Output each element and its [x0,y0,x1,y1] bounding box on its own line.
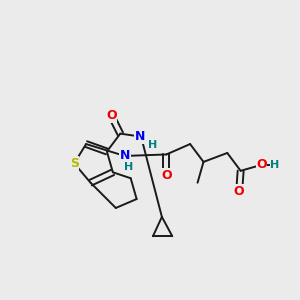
Text: H: H [148,140,157,150]
Text: O: O [161,169,172,182]
Text: H: H [270,160,280,170]
Text: N: N [134,130,145,143]
Text: N: N [119,149,130,162]
Text: O: O [234,185,244,198]
Text: O: O [106,109,117,122]
Text: H: H [124,162,133,172]
Text: S: S [70,157,79,170]
Text: O: O [256,158,267,171]
